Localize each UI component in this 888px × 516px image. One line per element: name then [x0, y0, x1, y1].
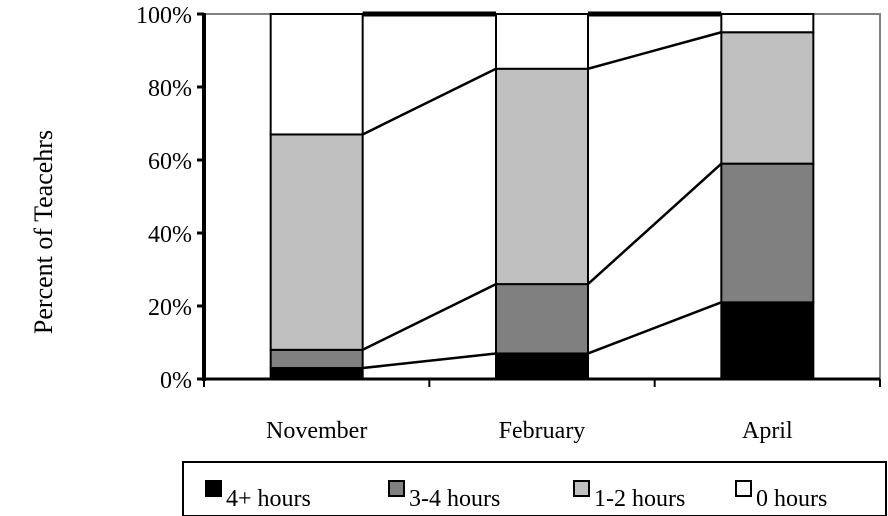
- legend-label: 3-4 hours: [409, 486, 500, 512]
- legend: 4+ hours 3-4 hours 1-2 hours 0 hours: [182, 461, 887, 516]
- series-line: [362, 67, 497, 136]
- bar-segment-4-hours-april: [720, 301, 815, 381]
- x-tick-label: November: [266, 418, 367, 444]
- bar-segment-3-4-hours-november: [269, 348, 364, 370]
- legend-box: [182, 461, 887, 516]
- bar-segment-1-2-hours-april: [720, 31, 815, 165]
- bar-segment-4-hours-november: [269, 367, 364, 380]
- legend-swatch: [205, 480, 222, 497]
- series-line: [362, 352, 497, 370]
- x-tick-label: February: [499, 418, 586, 444]
- bar-segment-0-hours-november: [269, 13, 364, 136]
- bar-segment-0-hours-february: [495, 13, 589, 70]
- y-tick-label: 20%: [148, 295, 192, 321]
- bar-segment-3-4-hours-february: [495, 283, 589, 355]
- y-tick-label: 60%: [148, 149, 192, 175]
- bar-segment-1-2-hours-february: [495, 67, 589, 286]
- legend-label: 0 hours: [756, 486, 827, 512]
- legend-swatch: [735, 480, 752, 497]
- axes: 0% 20% 40% 60% 80% 100% November February April: [136, 3, 881, 444]
- series-line: [587, 31, 722, 70]
- bar-group: [269, 13, 815, 381]
- legend-label: 1-2 hours: [594, 486, 685, 512]
- bar-segment-1-2-hours-november: [269, 133, 364, 351]
- legend-swatch: [388, 480, 405, 497]
- series-lines: [362, 11, 723, 370]
- y-tick-label: 100%: [136, 3, 192, 29]
- series-line: [587, 162, 723, 286]
- legend-swatch: [573, 480, 590, 497]
- y-tick-label: 40%: [148, 222, 192, 248]
- y-tick-label: 80%: [148, 76, 192, 102]
- x-tick-label: April: [742, 418, 793, 444]
- bar-segment-3-4-hours-april: [720, 162, 815, 304]
- series-line: [587, 301, 722, 355]
- legend-label: 4+ hours: [226, 486, 311, 512]
- y-tick-label: 0%: [160, 368, 192, 394]
- bar-segment-0-hours-april: [720, 13, 815, 34]
- bar-segment-4-hours-february: [495, 352, 589, 381]
- y-axis-title: Percent of Teacehrs: [29, 130, 58, 334]
- series-line: [362, 282, 497, 351]
